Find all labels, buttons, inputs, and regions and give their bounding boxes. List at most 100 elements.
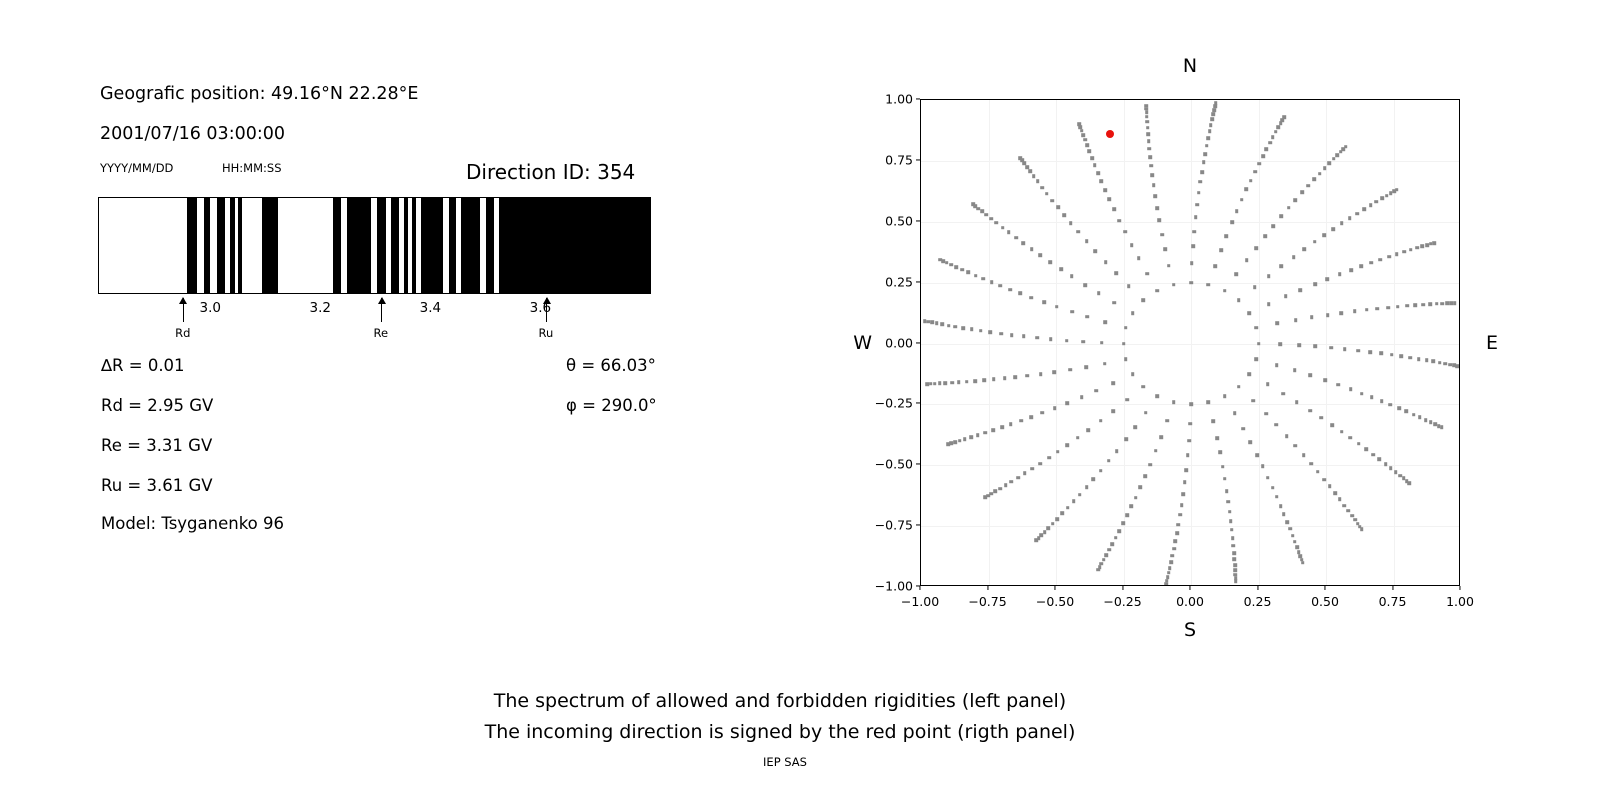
direction-dot [1378, 257, 1382, 262]
direction-dot [1283, 294, 1288, 299]
direction-dot [1348, 387, 1353, 392]
direction-dot [1048, 337, 1053, 341]
direction-dot [1107, 197, 1112, 202]
direction-dot [1280, 118, 1285, 122]
direction-dot [1339, 429, 1344, 434]
x-tick-mark [1256, 586, 1259, 590]
forbidden-band [347, 198, 371, 293]
direction-dot [1070, 274, 1074, 279]
direction-dot [1233, 576, 1238, 580]
direction-dot [1439, 425, 1444, 430]
direction-dot [1342, 347, 1347, 351]
direction-dot [1337, 272, 1342, 276]
direction-dot [982, 378, 987, 383]
direction-dot [1295, 400, 1299, 404]
direction-dot [1356, 442, 1361, 446]
y-tick-label: 0.00 [885, 335, 913, 350]
direction-dot [1408, 248, 1413, 252]
direction-dot [1232, 557, 1237, 561]
direction-dot [941, 259, 946, 263]
direction-dot [969, 327, 974, 332]
direction-dot [960, 267, 964, 272]
time-format-hint: HH:MM:SS [222, 161, 282, 175]
direction-dot [1069, 221, 1073, 225]
direction-dot [1347, 216, 1352, 221]
y-tick-label: 0.50 [885, 213, 913, 229]
direction-dot [946, 442, 950, 446]
direction-dot [1213, 104, 1217, 109]
forbidden-band [420, 198, 443, 293]
direction-dot [1288, 527, 1292, 531]
x-tick-label: 0.50 [1311, 594, 1339, 609]
direction-dot [1189, 402, 1193, 407]
direction-dot [1327, 161, 1332, 166]
forbidden-band [217, 198, 225, 293]
direction-dot [937, 381, 942, 386]
direction-dot [1086, 428, 1091, 432]
direction-dot [1322, 477, 1326, 482]
direction-dot [1084, 485, 1089, 489]
direction-dot [1035, 179, 1040, 184]
direction-dot [1425, 243, 1429, 247]
direction-dot [1173, 539, 1178, 544]
direction-dot [1337, 497, 1342, 502]
direction-dot [1429, 242, 1433, 246]
direction-dot [1030, 466, 1035, 471]
direction-dot [1163, 247, 1167, 251]
direction-dot [1407, 481, 1411, 485]
direction-dot [983, 430, 988, 435]
direction-id-text: Direction ID: 354 [466, 160, 636, 184]
datetime-text: 2001/07/16 03:00:00 [100, 124, 286, 144]
direction-dot [1141, 298, 1146, 303]
direction-dot [1164, 581, 1168, 585]
direction-dot [1149, 163, 1153, 168]
x-tick-label: −1.00 [900, 594, 940, 609]
direction-dot [1220, 465, 1225, 469]
compass-label-east: E [1486, 331, 1499, 354]
direction-dot [1263, 234, 1268, 238]
direction-dot [1125, 513, 1129, 518]
direction-dot [1055, 517, 1059, 521]
direction-dot [1241, 426, 1246, 431]
direction-dot [1184, 468, 1189, 472]
y-tick-label: 0.25 [885, 274, 913, 290]
direction-dot [1167, 566, 1172, 570]
direction-dot [1398, 473, 1402, 478]
direction-dot [994, 220, 999, 225]
direction-dot [1362, 207, 1366, 212]
direction-dot [1151, 183, 1156, 187]
direction-dot [953, 324, 958, 329]
forbidden-band [485, 198, 495, 293]
direction-dot [949, 262, 954, 267]
direction-dot [1172, 546, 1176, 551]
direction-dot [1340, 221, 1344, 226]
direction-dot [1322, 233, 1327, 237]
direction-dot [1374, 199, 1379, 204]
direction-dot [1234, 272, 1239, 277]
direction-dot [1171, 400, 1176, 405]
direction-dot [1155, 206, 1159, 210]
direction-dot [1369, 260, 1373, 265]
direction-dot [1100, 340, 1104, 345]
direction-dot [1455, 364, 1459, 368]
direction-dot [926, 319, 930, 324]
rigidity-spectrum-chart [98, 197, 651, 294]
direction-dot [1389, 466, 1393, 471]
geographic-position-text: Geografic position: 49.16°N 22.28°E [100, 84, 419, 104]
direction-dot [1047, 455, 1051, 460]
direction-dot [1290, 534, 1295, 538]
x-tick-mark [1121, 586, 1124, 590]
direction-dot [963, 437, 967, 441]
direction-dot [1379, 399, 1384, 404]
direction-dot [1323, 378, 1328, 383]
direction-dot [1099, 418, 1103, 423]
direction-dot [1002, 376, 1007, 381]
direction-dot [1394, 187, 1399, 192]
direction-dot [1003, 483, 1008, 488]
rigidity-tick-label: 3.4 [419, 300, 442, 316]
direction-dot [1266, 475, 1270, 480]
direction-dot [1143, 410, 1148, 415]
direction-dot [1112, 300, 1117, 305]
direction-dot [1065, 338, 1069, 343]
direction-dot [1232, 551, 1236, 555]
